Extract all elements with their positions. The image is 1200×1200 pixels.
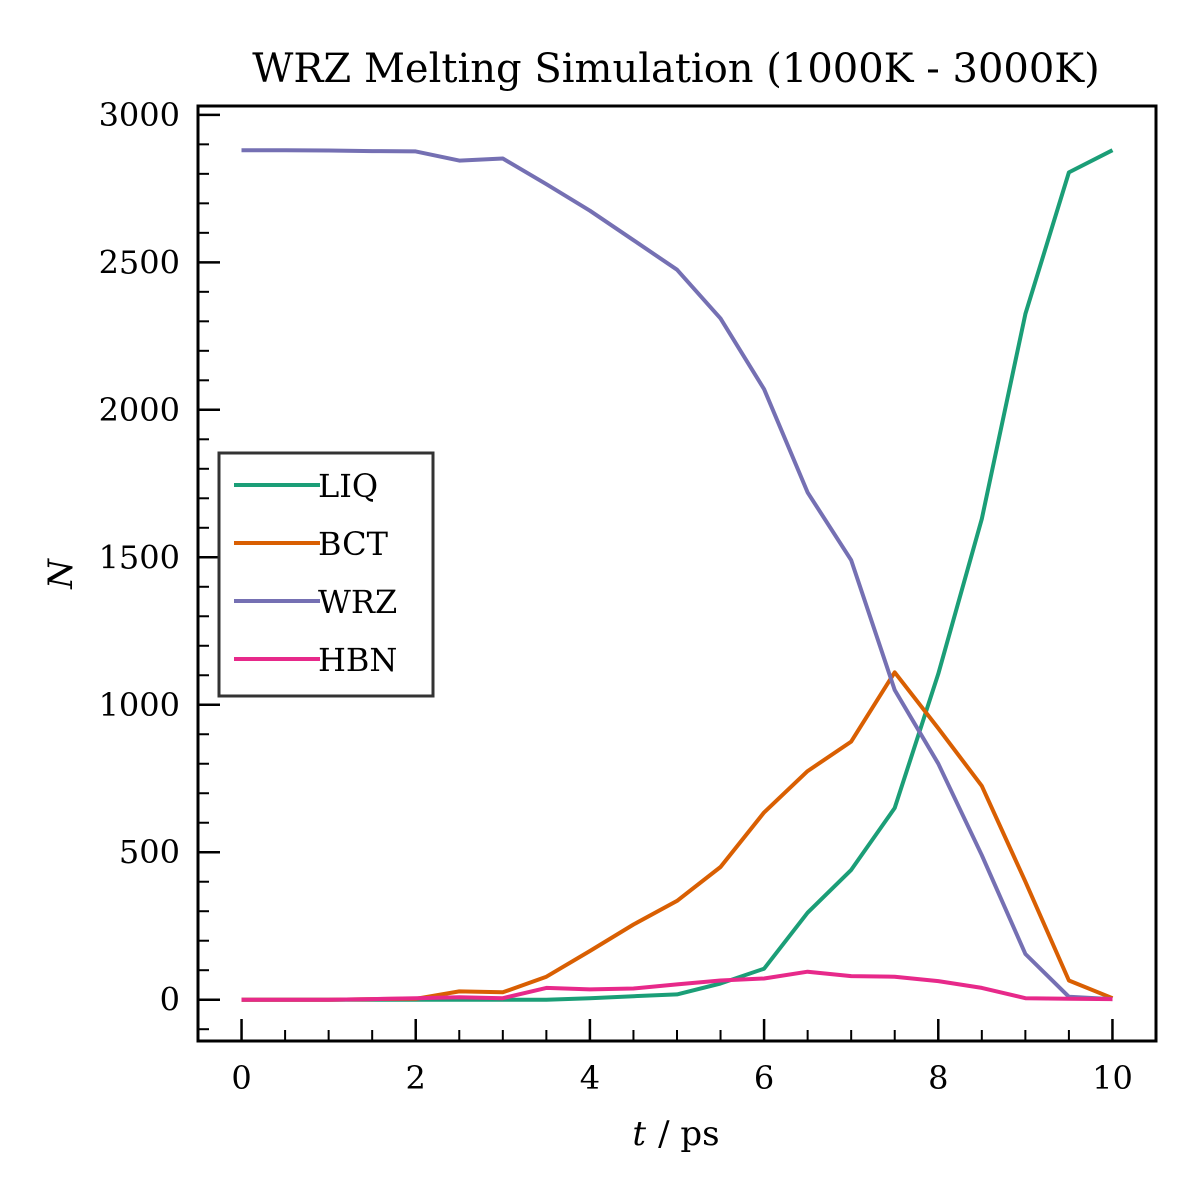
legend-label-wrz: WRZ [318, 583, 397, 621]
x-tick-label: 8 [928, 1059, 948, 1097]
legend: LIQ BCT WRZ HBN [217, 451, 435, 698]
legend-label-liq: LIQ [318, 467, 378, 505]
y-tick-label: 1500 [99, 538, 180, 576]
x-tick-label: 10 [1092, 1059, 1133, 1097]
x-tick-label: 6 [754, 1059, 774, 1097]
y-tick-label: 2000 [99, 391, 180, 429]
y-tick-label: 2500 [99, 243, 180, 281]
series-layer [241, 148, 1114, 1002]
ticks-layer: 0 2 4 6 8 10 0 500 1000 1500 2000 2500 3000 [99, 96, 1157, 1097]
y-tick-label: 1000 [99, 686, 180, 724]
x-tick-label: 4 [580, 1059, 600, 1097]
legend-label-hbn: HBN [318, 641, 397, 679]
y-tick-label: 0 [160, 981, 180, 1019]
x-axis-label: t / ps [632, 1114, 719, 1154]
x-axis-variable: t [632, 1114, 646, 1154]
y-axis-label: N [41, 558, 81, 590]
x-tick-label: 0 [231, 1059, 251, 1097]
y-tick-label: 3000 [99, 96, 180, 134]
legend-frame [217, 451, 435, 698]
x-axis-unit: / ps [658, 1114, 719, 1154]
plot-frame [196, 104, 1158, 1043]
x-tick-label: 2 [406, 1059, 426, 1097]
series-line-wrz [241, 148, 1113, 1002]
series-line-bct [241, 670, 1114, 1002]
chart-title: WRZ Melting Simulation (1000K - 3000K) [252, 46, 1100, 92]
series-line-hbn [241, 969, 1113, 1002]
y-tick-label: 500 [119, 833, 180, 871]
legend-label-bct: BCT [318, 525, 389, 563]
